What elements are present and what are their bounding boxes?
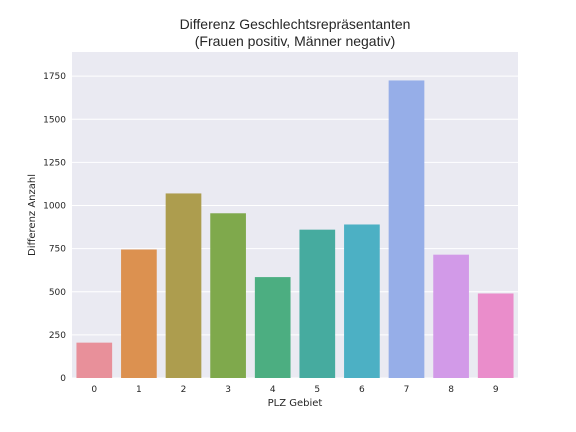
y-tick-label: 500 bbox=[49, 288, 66, 298]
bar-2 bbox=[165, 193, 202, 378]
x-axis-label: PLZ Gebiet bbox=[268, 398, 323, 409]
chart-subtitle: (Frauen positiv, Männer negativ) bbox=[195, 33, 396, 49]
bar-5 bbox=[299, 229, 336, 378]
y-tick-label: 1750 bbox=[43, 72, 66, 82]
bar-6 bbox=[344, 224, 380, 378]
bar-3 bbox=[210, 213, 246, 378]
bar-4 bbox=[254, 277, 291, 378]
x-tick-label: 9 bbox=[493, 385, 499, 395]
x-tick-label: 2 bbox=[181, 385, 187, 395]
x-tick-label: 1 bbox=[136, 385, 142, 395]
x-tick-label: 6 bbox=[359, 385, 365, 395]
y-tick-label: 1250 bbox=[43, 158, 66, 168]
bar-8 bbox=[433, 254, 469, 378]
bar-1 bbox=[121, 249, 157, 378]
x-tick-label: 3 bbox=[225, 385, 231, 395]
x-axis-ticks: 0 1 2 3 4 5 6 7 8 9 bbox=[91, 385, 498, 395]
x-tick-label: 5 bbox=[314, 385, 320, 395]
x-tick-label: 4 bbox=[270, 385, 276, 395]
y-axis-ticks: 0 250 500 750 1000 1250 1500 1750 bbox=[43, 72, 66, 384]
bar-0 bbox=[76, 342, 113, 378]
bar-7 bbox=[388, 80, 425, 378]
bar-9 bbox=[477, 293, 514, 378]
x-tick-label: 8 bbox=[448, 385, 454, 395]
y-tick-label: 0 bbox=[60, 374, 66, 384]
y-tick-label: 250 bbox=[49, 331, 66, 341]
y-axis-label: Differenz Anzahl bbox=[27, 174, 38, 256]
y-tick-label: 1500 bbox=[43, 115, 66, 125]
x-tick-label: 0 bbox=[91, 385, 97, 395]
y-tick-label: 750 bbox=[49, 245, 66, 255]
bars bbox=[76, 80, 514, 378]
x-tick-label: 7 bbox=[404, 385, 410, 395]
chart-title: Differenz Geschlechtsrepräsentanten bbox=[180, 16, 411, 32]
y-tick-label: 1000 bbox=[43, 202, 66, 212]
